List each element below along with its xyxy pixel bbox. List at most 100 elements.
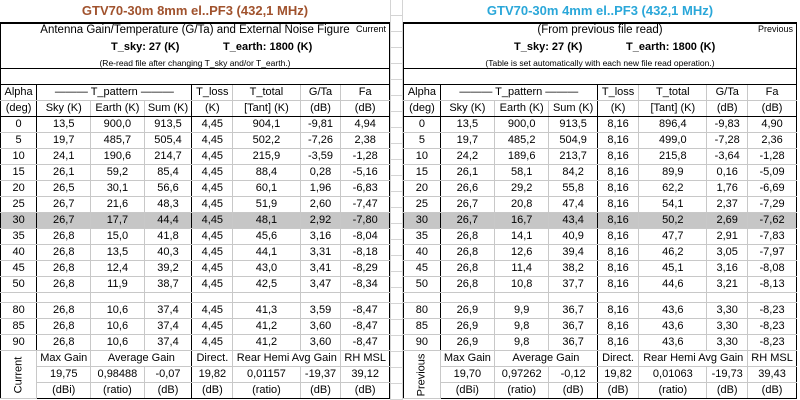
cell[interactable]: 84,2 — [548, 164, 598, 181]
cell[interactable]: 50 — [0, 276, 38, 293]
cell[interactable]: 504,9 — [548, 132, 598, 149]
cell[interactable]: 4,90 — [747, 116, 797, 133]
cell[interactable]: 41,2 — [232, 318, 301, 335]
cell[interactable]: -7,83 — [747, 228, 797, 245]
cell[interactable]: 62,2 — [638, 180, 708, 197]
rear-hemi-label[interactable]: Rear Hemi Avg Gain — [638, 350, 749, 367]
col-header-earth[interactable]: Earth (K) — [90, 100, 145, 117]
cell[interactable]: 41,8 — [144, 228, 193, 245]
avg-gain-label[interactable]: Average Gain — [493, 350, 598, 367]
cell[interactable]: 4,45 — [191, 164, 234, 181]
cell[interactable]: 26,9 — [440, 302, 495, 319]
cell[interactable]: -8,47 — [340, 318, 390, 335]
empty-cell[interactable] — [90, 292, 145, 303]
unit-ratio[interactable]: (ratio) — [638, 382, 708, 399]
direct-label[interactable]: Direct. — [191, 350, 234, 367]
unit-db[interactable]: (dB) — [191, 382, 234, 399]
cell[interactable]: 40,9 — [548, 228, 598, 245]
rh-msl-label[interactable]: RH MSL — [340, 350, 390, 367]
cell[interactable]: -5,09 — [747, 164, 797, 181]
cell[interactable]: 0,28 — [299, 164, 342, 181]
empty-cell[interactable] — [232, 292, 301, 303]
cell[interactable]: 15,0 — [90, 228, 145, 245]
cell[interactable]: 190,6 — [90, 148, 145, 165]
cell[interactable]: 36,7 — [548, 334, 598, 351]
cell[interactable]: 26,8 — [36, 260, 92, 277]
cell[interactable]: 4,45 — [191, 148, 234, 165]
unit-db[interactable]: (dB) — [747, 382, 797, 399]
col-header-t-total[interactable]: T_total — [638, 85, 708, 101]
empty-cell[interactable] — [0, 292, 38, 303]
cell[interactable]: 215,8 — [638, 148, 708, 165]
cell[interactable]: 40 — [0, 244, 38, 261]
cell[interactable]: 502,2 — [232, 132, 301, 149]
cell[interactable]: 11,4 — [494, 260, 550, 277]
cell[interactable]: 26,7 — [440, 212, 495, 229]
cell[interactable]: 3,41 — [299, 260, 342, 277]
cell[interactable]: 51,9 — [232, 196, 301, 213]
cell[interactable]: 8,16 — [596, 244, 640, 261]
cell[interactable]: 54,1 — [638, 196, 708, 213]
cell[interactable]: 40 — [403, 244, 441, 261]
cell[interactable]: -8,47 — [340, 302, 390, 319]
col-header-alpha[interactable]: Alpha — [403, 85, 441, 101]
cell[interactable]: 25 — [0, 196, 38, 213]
cell[interactable]: 4,45 — [191, 180, 234, 197]
cell[interactable]: -7,47 — [340, 196, 390, 213]
cell[interactable]: 25 — [403, 196, 441, 213]
empty-cell[interactable] — [548, 292, 598, 303]
cell[interactable]: 26,7 — [440, 196, 495, 213]
cell[interactable]: 26,1 — [36, 164, 92, 181]
unit-db[interactable]: (dB) — [144, 382, 193, 399]
cell[interactable]: 24,2 — [440, 148, 495, 165]
empty-cell[interactable] — [36, 292, 92, 303]
cell[interactable]: 215,9 — [232, 148, 301, 165]
cell[interactable]: 17,7 — [90, 212, 145, 229]
rear-hemi-db[interactable]: -19,73 — [706, 366, 749, 383]
cell[interactable]: 43,6 — [638, 318, 708, 335]
cell[interactable]: 3,59 — [299, 302, 342, 319]
cell[interactable]: 37,4 — [144, 302, 193, 319]
cell[interactable]: 26,9 — [440, 334, 495, 351]
cell[interactable]: 26,8 — [440, 260, 495, 277]
cell[interactable]: 11,9 — [90, 276, 145, 293]
avg-gain-db[interactable]: -0,07 — [144, 366, 193, 383]
cell[interactable]: 896,4 — [638, 116, 708, 133]
cell[interactable]: -9,83 — [706, 116, 749, 133]
col-header-t-pattern[interactable]: ——— T_pattern ——— — [440, 85, 598, 101]
cell[interactable]: 3,05 — [706, 244, 749, 261]
cell[interactable]: 13,5 — [90, 244, 145, 261]
cell[interactable]: 3,30 — [706, 334, 749, 351]
cell[interactable]: -8,47 — [340, 334, 390, 351]
cell[interactable]: 2,60 — [299, 196, 342, 213]
cell[interactable]: 26,6 — [440, 180, 495, 197]
empty-cell[interactable] — [340, 292, 390, 303]
cell[interactable]: 4,45 — [191, 302, 234, 319]
cell[interactable]: -7,28 — [706, 132, 749, 149]
cell[interactable]: 2,69 — [706, 212, 749, 229]
cell[interactable]: 4,45 — [191, 260, 234, 277]
cell[interactable]: 213,7 — [548, 148, 598, 165]
cell[interactable]: 38,7 — [144, 276, 193, 293]
empty-cell[interactable] — [494, 292, 550, 303]
cell[interactable]: 10,6 — [90, 318, 145, 335]
cell[interactable]: -8,23 — [747, 334, 797, 351]
cell[interactable]: 15 — [403, 164, 441, 181]
cell[interactable]: 15 — [0, 164, 38, 181]
cell[interactable]: -6,69 — [747, 180, 797, 197]
cell[interactable]: 40,3 — [144, 244, 193, 261]
cell[interactable]: 39,4 — [548, 244, 598, 261]
cell[interactable]: 43,6 — [638, 334, 708, 351]
cell[interactable]: 37,4 — [144, 334, 193, 351]
avg-gain-label[interactable]: Average Gain — [90, 350, 193, 367]
col-header-gta[interactable]: G/Ta — [706, 85, 749, 101]
cell[interactable]: 8,16 — [596, 228, 640, 245]
col-header-alpha[interactable]: Alpha — [0, 85, 38, 101]
cell[interactable]: 485,7 — [90, 132, 145, 149]
t-earth-value[interactable]: T_earth: 1800 (K) — [626, 41, 716, 53]
cell[interactable]: 44,6 — [638, 276, 708, 293]
rear-hemi-label[interactable]: Rear Hemi Avg Gain — [232, 350, 342, 367]
cell[interactable]: 26,8 — [36, 276, 92, 293]
col-header-sky[interactable]: Sky (K) — [440, 100, 495, 117]
cell[interactable]: -7,29 — [747, 196, 797, 213]
